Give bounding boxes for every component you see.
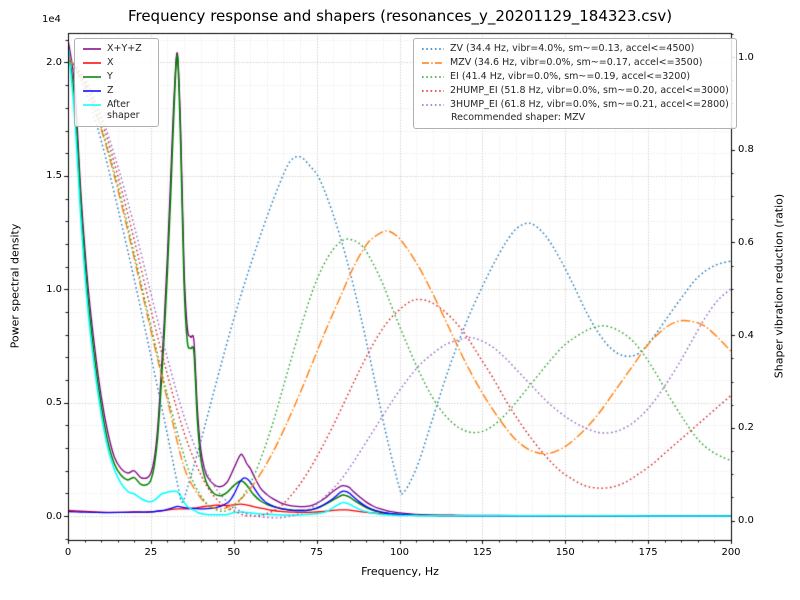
legend-line-swatch [422, 103, 444, 106]
legend-line-swatch [83, 103, 101, 106]
legend-item: MZV (34.6 Hz, vibr=0.0%, sm~=0.17, accel… [421, 57, 729, 69]
legend-label: X+Y+Z [107, 43, 142, 54]
legend-label: 2HUMP_EI (51.8 Hz, vibr=0.0%, sm~=0.20, … [450, 84, 729, 96]
psd-legend: X+Y+Z X Y Z After shaper [74, 38, 159, 128]
legend-line-swatch [422, 75, 444, 78]
legend-label: EI (41.4 Hz, vibr=0.0%, sm~=0.19, accel<… [450, 70, 691, 82]
left-y-tick-label: 1.0 [46, 283, 62, 295]
legend-item: ZV (34.4 Hz, vibr=4.0%, sm~=0.13, accel<… [421, 43, 729, 55]
x-tick-label: 125 [472, 547, 492, 558]
x-tick-label: 200 [721, 547, 741, 558]
legend-line-swatch [422, 48, 444, 50]
x-tick-label: 150 [555, 547, 575, 558]
chart-title: Frequency response and shapers (resonanc… [127, 7, 673, 25]
legend-line-swatch [83, 48, 101, 50]
legend-label: ZV (34.4 Hz, vibr=4.0%, sm~=0.13, accel<… [450, 43, 695, 54]
recommended-shaper-note: Recommended shaper: MZV [451, 112, 586, 124]
legend-item: 3HUMP_EI (61.8 Hz, vibr=0.0%, sm~=0.21, … [421, 99, 729, 111]
legend-item: X+Y+Z [82, 43, 151, 55]
x-tick-label: 100 [389, 547, 410, 558]
right-y-tick-label: 0.2 [738, 422, 754, 434]
legend-item: X [82, 57, 151, 69]
legend-item: 2HUMP_EI (51.8 Hz, vibr=0.0%, sm~=0.20, … [421, 85, 729, 97]
legend-label: Z [107, 84, 114, 96]
x-tick-label: 25 [144, 547, 158, 558]
right-y-tick-label: 1.0 [738, 51, 754, 63]
left-y-tick-label: 0.0 [46, 510, 62, 522]
left-y-tick-label: 1.5 [46, 170, 62, 182]
left-y-tick-label: 2.0 [46, 56, 62, 68]
legend-label: 3HUMP_EI (61.8 Hz, vibr=0.0%, sm~=0.21, … [450, 98, 729, 110]
x-tick-label: 0 [64, 547, 72, 558]
right-y-tick-label: 0.6 [738, 236, 754, 248]
x-tick-label: 50 [227, 547, 241, 558]
right-y-axis-label: Shaper vibration reduction (ratio) [772, 193, 786, 379]
right-y-tick-label: 0.8 [738, 144, 754, 156]
left-y-axis-label: Power spectral density [8, 223, 22, 349]
legend-line-swatch [83, 89, 101, 92]
legend-label: X [107, 56, 114, 68]
left-y-tick-label: 0.5 [46, 397, 62, 409]
x-axis-label: Frequency, Hz [361, 565, 439, 578]
right-y-tick-label: 0.4 [738, 329, 754, 341]
legend-label: After shaper [107, 98, 140, 122]
legend-item: EI (41.4 Hz, vibr=0.0%, sm~=0.19, accel<… [421, 71, 729, 83]
left-axis-offset-text: 1e4 [42, 14, 61, 25]
legend-item: Z [82, 85, 151, 97]
right-y-tick-label: 0.0 [738, 515, 754, 527]
shaper-legend: ZV (34.4 Hz, vibr=4.0%, sm~=0.13, accel<… [413, 38, 737, 130]
x-tick-label: 75 [310, 547, 323, 558]
legend-label: Y [107, 70, 113, 82]
legend-item: Y [82, 71, 151, 83]
legend-item: After shaper [82, 99, 151, 123]
x-tick-label: 175 [638, 547, 658, 558]
legend-line-swatch [422, 62, 444, 64]
legend-label: MZV (34.6 Hz, vibr=0.0%, sm~=0.17, accel… [450, 56, 703, 68]
legend-line-swatch [83, 75, 101, 78]
legend-line-swatch [83, 62, 101, 64]
legend-line-swatch [422, 89, 444, 92]
